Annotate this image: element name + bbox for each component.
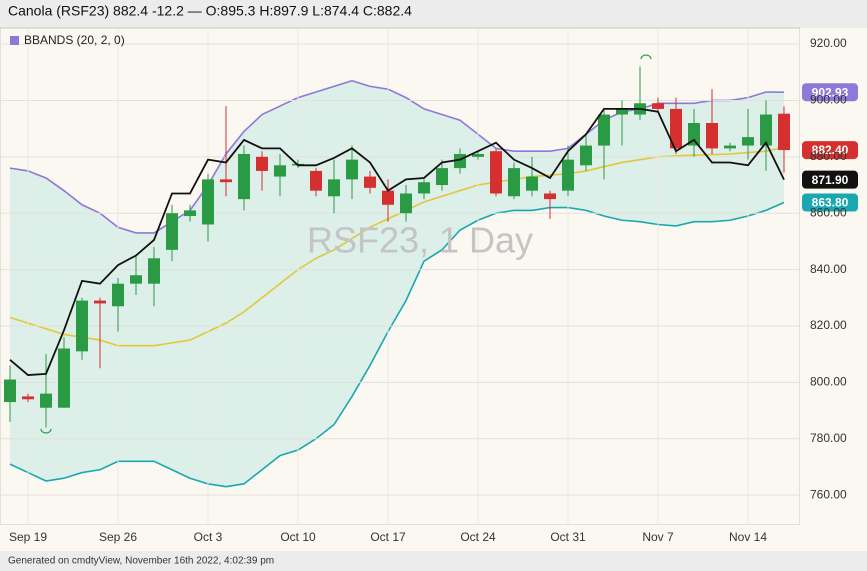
y-tick-label: 840.00 xyxy=(810,262,847,276)
candle-body xyxy=(166,213,178,250)
x-tick-label: Nov 14 xyxy=(729,530,767,544)
candle-body xyxy=(706,123,718,149)
candle-body xyxy=(130,275,142,284)
price-tag-label: 882.40 xyxy=(812,143,849,157)
candle-body xyxy=(184,210,196,217)
y-tick-label: 760.00 xyxy=(810,487,847,501)
signal-marker xyxy=(40,428,52,434)
candle-body xyxy=(94,300,106,304)
tags: 902.93 882.40 871.90 863.80 xyxy=(802,83,858,212)
y-tick-label: 820.00 xyxy=(810,318,847,332)
band-fill xyxy=(10,80,784,487)
y-tick-label: 780.00 xyxy=(810,431,847,445)
legend-swatch xyxy=(10,36,19,45)
price-tag-label: 902.93 xyxy=(812,85,849,99)
price-tag xyxy=(802,83,858,102)
x-tick-label: Sep 19 xyxy=(9,530,47,544)
candle-body xyxy=(562,159,574,191)
candle-body xyxy=(328,179,340,197)
watermark: RSF23, 1 Day xyxy=(307,220,533,261)
footer: Generated on cmdtyView, November 16th 20… xyxy=(8,556,274,567)
indicator-line xyxy=(9,201,785,488)
candle-body xyxy=(58,348,70,408)
y-tick-label: 800.00 xyxy=(810,375,847,389)
candle-body xyxy=(508,168,520,197)
marks xyxy=(4,66,790,428)
candle-body xyxy=(76,300,88,352)
candle-body xyxy=(598,114,610,146)
candle-body xyxy=(526,176,538,191)
candle-body xyxy=(742,137,754,146)
candle-body xyxy=(4,379,16,403)
price-tag xyxy=(802,141,858,160)
x-tick-label: Nov 7 xyxy=(642,530,674,544)
candle-body xyxy=(274,165,286,177)
y-tick-label: 880.00 xyxy=(810,149,847,163)
candle-body xyxy=(688,123,700,146)
price-tag xyxy=(802,193,858,212)
legend-label: BBANDS (20, 2, 0) xyxy=(24,33,125,47)
grid xyxy=(0,28,800,525)
candle-body xyxy=(112,283,124,307)
candle-body xyxy=(346,159,358,180)
candle-body xyxy=(490,151,502,194)
candle-body xyxy=(418,182,430,194)
x-tick-label: Oct 24 xyxy=(460,530,496,544)
candle-body xyxy=(616,108,628,115)
x-tick-label: Sep 26 xyxy=(99,530,137,544)
candle-body xyxy=(238,154,250,200)
y-tick-label: 920.00 xyxy=(810,36,847,50)
indicator-line xyxy=(9,108,785,376)
x-tick-label: Oct 10 xyxy=(280,530,316,544)
candle-body xyxy=(580,145,592,166)
candle-body xyxy=(202,179,214,225)
candle-body xyxy=(22,396,34,400)
candle-body xyxy=(40,393,52,408)
x-tick-label: Oct 31 xyxy=(550,530,586,544)
y-tick-label: 860.00 xyxy=(810,205,847,219)
candle-body xyxy=(220,179,232,183)
price-tag-label: 871.90 xyxy=(812,173,849,187)
x-tick-label: Oct 3 xyxy=(194,530,223,544)
signal-marker xyxy=(640,54,652,60)
candle-body xyxy=(778,113,790,151)
candle-body xyxy=(472,154,484,157)
candle-body xyxy=(364,176,376,188)
candle-body xyxy=(400,193,412,214)
price-tag-label: 863.80 xyxy=(812,196,849,210)
y-axis-panel xyxy=(800,28,867,525)
candle-body xyxy=(544,193,556,200)
candle-body xyxy=(652,103,664,109)
price-tag xyxy=(802,170,858,189)
y-tick-label: 900.00 xyxy=(810,93,847,107)
x-tick-label: Oct 17 xyxy=(370,530,406,544)
candle-body xyxy=(436,168,448,186)
candle-body xyxy=(670,108,682,149)
chart-title: Canola (RSF23) 882.4 -12.2 — O:895.3 H:8… xyxy=(8,3,412,19)
candle-body xyxy=(724,145,736,149)
x-axis-panel xyxy=(0,525,867,551)
candle-body xyxy=(382,190,394,205)
candle-body xyxy=(148,258,160,284)
candle-body xyxy=(760,114,772,146)
candle-body xyxy=(310,170,322,191)
candle-body xyxy=(256,156,268,171)
